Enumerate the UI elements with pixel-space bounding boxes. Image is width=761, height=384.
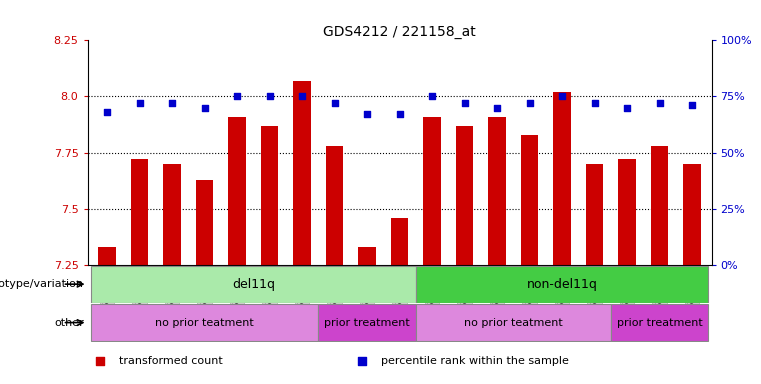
Bar — [91, 304, 318, 341]
Point — [686, 103, 698, 109]
Text: genotype/variation: genotype/variation — [0, 279, 84, 289]
Bar — [586, 164, 603, 265]
Title: GDS4212 / 221158_at: GDS4212 / 221158_at — [323, 25, 476, 39]
Bar — [488, 117, 506, 265]
Point — [556, 93, 568, 99]
Bar — [260, 126, 279, 265]
Bar — [326, 146, 343, 265]
Bar — [611, 304, 708, 341]
Point — [296, 93, 308, 99]
Text: no prior teatment: no prior teatment — [464, 318, 562, 328]
Point — [491, 104, 503, 111]
Point — [199, 104, 211, 111]
Bar — [553, 92, 571, 265]
Point — [507, 149, 519, 155]
Point — [393, 111, 406, 118]
Bar — [91, 266, 416, 303]
Point — [361, 111, 373, 118]
Bar — [131, 159, 148, 265]
Bar — [228, 117, 246, 265]
Bar — [416, 304, 611, 341]
Text: prior treatment: prior treatment — [616, 318, 702, 328]
Point — [621, 104, 633, 111]
Point — [329, 100, 341, 106]
Bar — [456, 126, 473, 265]
Bar — [618, 159, 636, 265]
Bar — [318, 304, 416, 341]
Text: del11q: del11q — [232, 278, 275, 291]
Point — [588, 100, 600, 106]
Point — [654, 100, 666, 106]
Bar — [683, 164, 701, 265]
Bar — [390, 218, 409, 265]
Text: no prior teatment: no prior teatment — [155, 318, 254, 328]
Text: transformed count: transformed count — [119, 356, 222, 366]
Text: percentile rank within the sample: percentile rank within the sample — [380, 356, 568, 366]
Bar — [423, 117, 441, 265]
Text: non-del11q: non-del11q — [527, 278, 597, 291]
Point — [101, 109, 113, 115]
Point — [133, 100, 145, 106]
Bar — [651, 146, 668, 265]
Bar — [293, 81, 311, 265]
Text: prior treatment: prior treatment — [324, 318, 410, 328]
Point — [426, 93, 438, 99]
Bar — [358, 247, 376, 265]
Bar — [163, 164, 181, 265]
Point — [458, 100, 470, 106]
Text: other: other — [54, 318, 84, 328]
Point — [524, 100, 536, 106]
Point — [231, 93, 243, 99]
Bar — [416, 266, 708, 303]
Bar — [521, 135, 539, 265]
Bar — [98, 247, 116, 265]
Point — [166, 100, 178, 106]
Bar — [196, 180, 213, 265]
Point — [263, 93, 275, 99]
